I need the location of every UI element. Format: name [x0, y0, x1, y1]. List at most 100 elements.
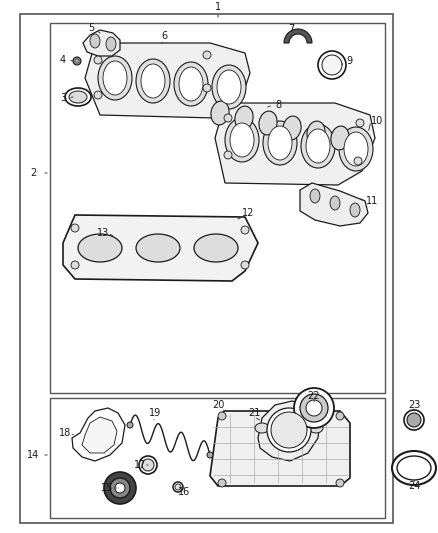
Text: 20: 20	[212, 400, 224, 410]
Ellipse shape	[217, 70, 241, 104]
Circle shape	[356, 119, 364, 127]
Ellipse shape	[235, 106, 253, 130]
Ellipse shape	[179, 67, 203, 101]
Circle shape	[407, 413, 421, 427]
Text: 7: 7	[288, 24, 294, 34]
Circle shape	[241, 226, 249, 234]
Circle shape	[139, 456, 157, 474]
Bar	[50, 23, 385, 393]
Text: 24: 24	[408, 481, 420, 491]
Circle shape	[318, 51, 346, 79]
Circle shape	[127, 422, 133, 428]
Circle shape	[404, 410, 424, 430]
Circle shape	[115, 483, 125, 493]
Ellipse shape	[283, 116, 301, 140]
Text: 2: 2	[30, 168, 36, 178]
Ellipse shape	[255, 423, 269, 433]
Ellipse shape	[350, 203, 360, 217]
Text: 19: 19	[149, 408, 161, 418]
Ellipse shape	[268, 126, 292, 160]
Ellipse shape	[263, 121, 297, 165]
Ellipse shape	[136, 59, 170, 103]
Polygon shape	[258, 401, 320, 461]
Circle shape	[71, 261, 79, 269]
Circle shape	[104, 472, 136, 504]
Ellipse shape	[267, 408, 311, 452]
Ellipse shape	[230, 123, 254, 157]
Circle shape	[354, 157, 362, 165]
Circle shape	[241, 261, 249, 269]
Ellipse shape	[330, 196, 340, 210]
Text: 8: 8	[275, 100, 281, 110]
Text: 6: 6	[161, 31, 167, 41]
Text: 15: 15	[101, 483, 113, 493]
Ellipse shape	[141, 64, 165, 98]
Text: 22: 22	[308, 391, 320, 401]
Ellipse shape	[310, 189, 320, 203]
Polygon shape	[83, 30, 120, 56]
Bar	[20, 14, 393, 523]
Ellipse shape	[98, 56, 132, 100]
Text: 16: 16	[178, 487, 190, 497]
Text: 13: 13	[97, 228, 109, 238]
Text: 10: 10	[371, 116, 383, 126]
Ellipse shape	[307, 121, 325, 145]
Polygon shape	[210, 411, 350, 486]
Text: 12: 12	[242, 208, 254, 218]
Ellipse shape	[339, 127, 373, 171]
Ellipse shape	[136, 234, 180, 262]
Text: 1: 1	[215, 2, 221, 12]
Ellipse shape	[106, 37, 116, 51]
Ellipse shape	[211, 101, 229, 125]
Circle shape	[322, 55, 342, 75]
Ellipse shape	[344, 132, 368, 166]
Circle shape	[173, 482, 183, 492]
Ellipse shape	[103, 61, 127, 95]
Ellipse shape	[397, 456, 431, 480]
Ellipse shape	[69, 91, 87, 103]
Ellipse shape	[294, 388, 334, 428]
Ellipse shape	[306, 129, 330, 163]
Ellipse shape	[309, 423, 323, 433]
Ellipse shape	[271, 412, 307, 448]
Circle shape	[71, 224, 79, 232]
Text: 11: 11	[366, 196, 378, 206]
Text: 3: 3	[60, 93, 66, 103]
Circle shape	[94, 56, 102, 64]
Ellipse shape	[78, 234, 122, 262]
Ellipse shape	[331, 126, 349, 150]
Text: 21: 21	[248, 408, 260, 418]
Polygon shape	[72, 408, 125, 461]
Ellipse shape	[90, 34, 100, 48]
Polygon shape	[85, 43, 250, 118]
Circle shape	[224, 151, 232, 159]
Polygon shape	[82, 417, 117, 453]
Ellipse shape	[212, 65, 246, 109]
Circle shape	[224, 114, 232, 122]
Polygon shape	[215, 103, 375, 185]
Text: 14: 14	[27, 450, 39, 460]
Circle shape	[218, 412, 226, 420]
Ellipse shape	[174, 62, 208, 106]
Polygon shape	[284, 29, 312, 43]
Ellipse shape	[225, 118, 259, 162]
Circle shape	[336, 479, 344, 487]
Text: 17: 17	[134, 460, 146, 470]
Ellipse shape	[300, 394, 328, 422]
Polygon shape	[63, 215, 258, 281]
Text: 18: 18	[59, 428, 71, 438]
Text: 9: 9	[346, 56, 352, 66]
Polygon shape	[300, 183, 368, 226]
Text: 5: 5	[88, 23, 94, 33]
Ellipse shape	[259, 111, 277, 135]
Text: 4: 4	[60, 55, 66, 65]
Text: 23: 23	[408, 400, 420, 410]
Circle shape	[203, 51, 211, 59]
Circle shape	[73, 57, 81, 65]
Circle shape	[218, 479, 226, 487]
Ellipse shape	[306, 400, 322, 416]
Circle shape	[142, 459, 154, 471]
Circle shape	[336, 412, 344, 420]
Circle shape	[94, 91, 102, 99]
Circle shape	[207, 452, 213, 458]
